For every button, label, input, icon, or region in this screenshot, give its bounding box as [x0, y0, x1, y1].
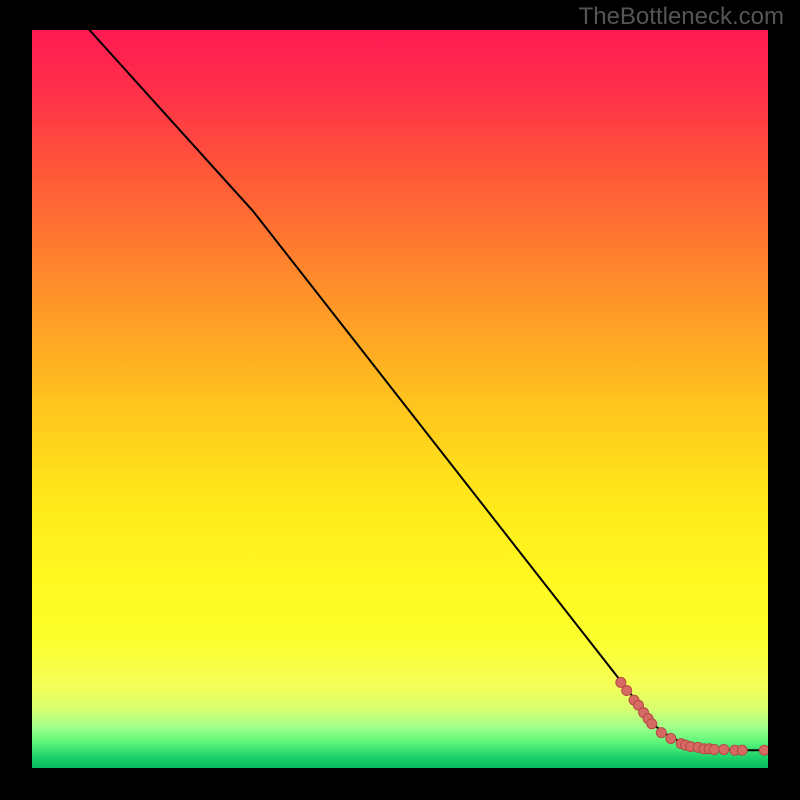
chart-svg — [32, 30, 768, 768]
watermark-label: TheBottleneck.com — [579, 3, 784, 31]
chart-area — [32, 30, 768, 768]
